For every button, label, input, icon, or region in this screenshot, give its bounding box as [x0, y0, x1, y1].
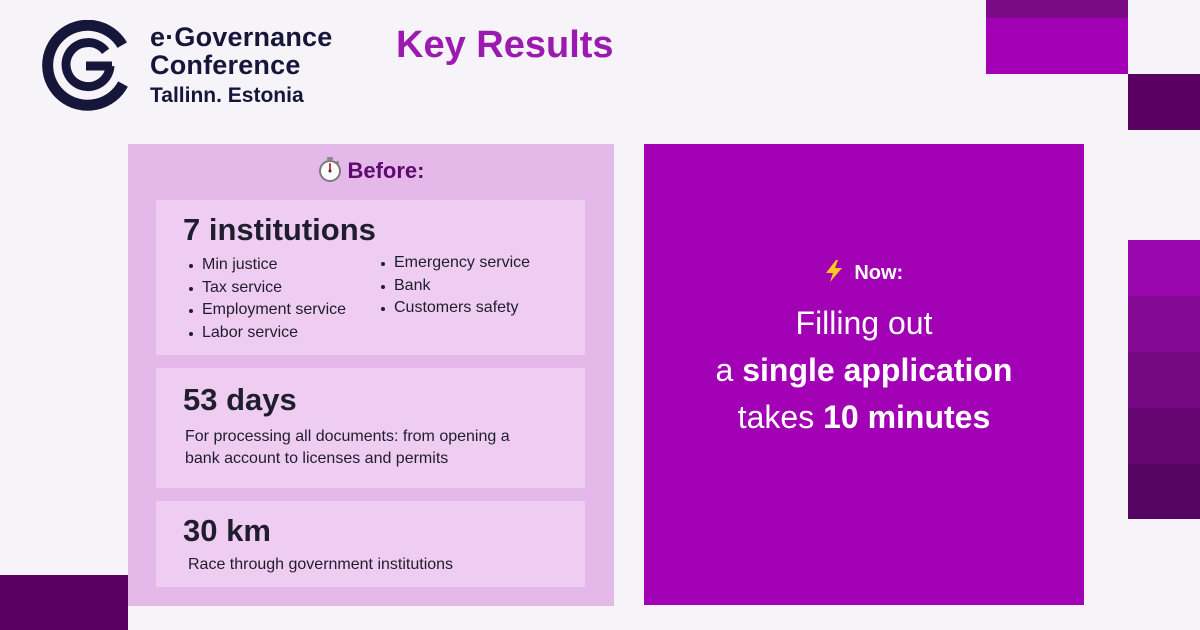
distance-card: 30 km Race through government institutio… [156, 501, 585, 587]
distance-description: Race through government institutions [188, 556, 454, 573]
days-title: 53 days [183, 382, 297, 417]
days-description: For processing all documents: from openi… [185, 426, 565, 470]
list-item: Tax service [186, 277, 346, 300]
lightning-icon [825, 260, 849, 284]
list-item: Employment service [186, 299, 346, 322]
now-line-1: Filling out [795, 305, 933, 341]
before-panel: Before: 7 institutions Min justice Tax s… [128, 144, 614, 606]
now-heading-text: Now: [854, 262, 904, 284]
deco-square [1128, 352, 1200, 408]
now-heading: Now: [644, 260, 1084, 285]
stopwatch-icon [317, 156, 343, 182]
deco-square [1128, 74, 1200, 130]
list-item: Customers safety [378, 297, 530, 320]
institutions-list-right: Emergency service Bank Customers safety [378, 252, 530, 320]
now-statement: Filling out a single application takes 1… [644, 300, 1084, 441]
deco-square [0, 575, 128, 630]
institutions-card: 7 institutions Min justice Tax service E… [156, 200, 585, 355]
deco-square [1128, 408, 1200, 464]
now-line-3: takes 10 minutes [644, 394, 1084, 441]
days-desc-line-1: For processing all documents: from openi… [185, 428, 510, 445]
logo-line-3: Tallinn. Estonia [150, 84, 304, 107]
deco-square [1128, 296, 1200, 352]
distance-title: 30 km [183, 513, 271, 548]
now-line-2: a single application [644, 347, 1084, 394]
deco-square [986, 18, 1128, 74]
now-line-3-pre: takes [737, 399, 824, 435]
list-item: Bank [378, 275, 530, 298]
now-line-2-pre: a [715, 352, 743, 388]
list-item: Labor service [186, 322, 346, 345]
before-heading: Before: [128, 156, 614, 184]
now-line-2-bold: single application [742, 352, 1013, 388]
page-title: Key Results [396, 24, 614, 66]
list-item: Emergency service [378, 252, 530, 275]
days-desc-line-2: bank account to licenses and permits [185, 450, 449, 467]
before-heading-text: Before: [347, 158, 425, 183]
institutions-title: 7 institutions [183, 212, 376, 247]
institutions-list-left: Min justice Tax service Employment servi… [186, 254, 346, 344]
logo-wordmark: e·Governance Conference Tallinn. Estonia [150, 22, 333, 107]
days-card: 53 days For processing all documents: fr… [156, 368, 585, 488]
list-item: Min justice [186, 254, 346, 277]
deco-square [1128, 464, 1200, 519]
now-panel: Now: Filling out a single application ta… [644, 144, 1084, 605]
logo-line-1: e·Governance [150, 22, 333, 52]
now-line-3-bold: 10 minutes [823, 399, 991, 435]
deco-square [1128, 240, 1200, 296]
egov-logo-icon [42, 19, 134, 112]
logo-line-2: Conference [150, 50, 301, 80]
deco-square [986, 0, 1128, 18]
